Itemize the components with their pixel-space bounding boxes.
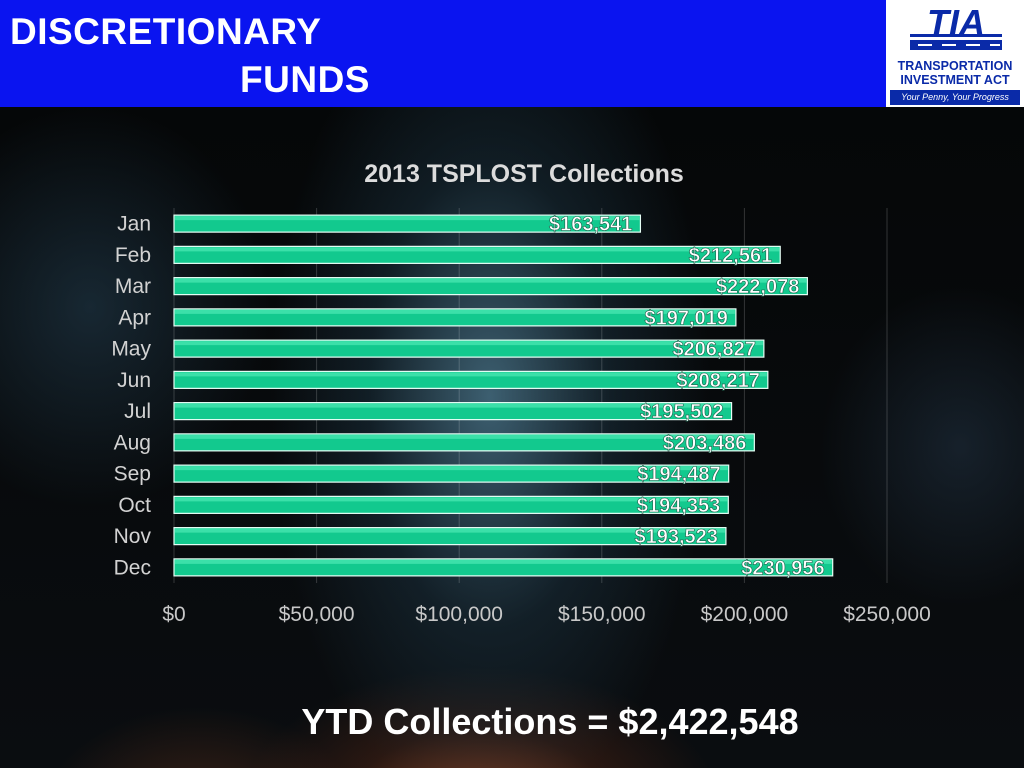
chart-category-labels: Jan Feb Mar Apr May Jun Jul Aug Sep Oct Nov Dec: [111, 213, 151, 580]
logo-line2: INVESTMENT ACT: [900, 73, 1010, 87]
category-label-jun: Jun: [117, 369, 151, 392]
x-tick-label: $100,000: [415, 603, 503, 626]
category-label-may: May: [111, 338, 151, 361]
data-label-oct: $194,353: [637, 495, 720, 517]
data-label-jan: $163,541: [549, 214, 632, 236]
tia-logo-letters: TIA: [927, 4, 985, 43]
data-label-may: $206,827: [672, 339, 755, 361]
header-banner: DISCRETIONARY FUNDS TIA TRANSPORTATION I…: [0, 0, 1024, 107]
chart-gridlines: [173, 208, 888, 583]
tia-logo-mark: TIA: [910, 4, 1002, 50]
bar-highlight-dec: [175, 559, 832, 564]
chart-data-labels: $163,541 $212,561 $222,078 $197,019 $206,827…: [549, 213, 825, 579]
category-label-jan: Jan: [117, 213, 151, 236]
slide-title: DISCRETIONARY FUNDS: [10, 8, 380, 104]
slide-title-line2: FUNDS: [240, 59, 370, 100]
category-label-sep: Sep: [114, 463, 151, 486]
bar-highlight-aug: [175, 434, 754, 439]
bar-highlight-mar: [175, 278, 807, 283]
ytd-collections-total: YTD Collections = $2,422,548: [301, 701, 799, 742]
bar-highlight-nov: [175, 528, 725, 533]
x-tick-label: $150,000: [558, 603, 646, 626]
bar-highlight-jan: [175, 216, 640, 221]
logo-line1: TRANSPORTATION: [897, 59, 1013, 73]
category-label-oct: Oct: [118, 494, 151, 517]
data-label-jul: $195,502: [640, 401, 723, 423]
x-tick-label: $250,000: [843, 603, 931, 626]
category-label-dec: Dec: [114, 556, 151, 579]
bar-highlight-apr: [175, 309, 735, 314]
chart-title: 2013 TSPLOST Collections: [364, 160, 684, 188]
bar-highlight-jul: [175, 403, 731, 408]
data-label-nov: $193,523: [635, 526, 718, 548]
bar-highlight-jun: [175, 372, 767, 377]
x-tick-label: $200,000: [701, 603, 789, 626]
category-label-mar: Mar: [115, 275, 151, 298]
bar-highlight-sep: [175, 466, 728, 471]
bar-highlight-oct: [175, 497, 728, 502]
data-label-mar: $222,078: [716, 276, 799, 298]
chart-x-tick-labels: $0 $50,000 $100,000 $150,000 $200,000 $250,00…: [162, 603, 930, 626]
data-label-feb: $212,561: [689, 245, 772, 267]
data-label-jun: $208,217: [676, 370, 759, 392]
bar-highlight-feb: [175, 247, 780, 252]
category-label-apr: Apr: [118, 306, 151, 329]
data-label-dec: $230,956: [741, 557, 824, 579]
chart-bars: [173, 214, 834, 577]
bar-highlight-may: [175, 341, 763, 346]
x-tick-label: $0: [162, 603, 185, 626]
data-label-aug: $203,486: [663, 432, 746, 454]
data-label-apr: $197,019: [644, 307, 727, 329]
category-label-feb: Feb: [115, 244, 151, 267]
slide-title-line1: DISCRETIONARY: [10, 11, 322, 52]
category-label-nov: Nov: [114, 525, 152, 548]
tia-logo: TIA TRANSPORTATION INVESTMENT ACT Your P…: [886, 0, 1024, 107]
category-label-jul: Jul: [124, 400, 151, 423]
category-label-aug: Aug: [114, 431, 151, 454]
data-label-sep: $194,487: [637, 464, 720, 486]
logo-tagline: Your Penny, Your Progress: [890, 90, 1020, 105]
x-tick-label: $50,000: [279, 603, 355, 626]
